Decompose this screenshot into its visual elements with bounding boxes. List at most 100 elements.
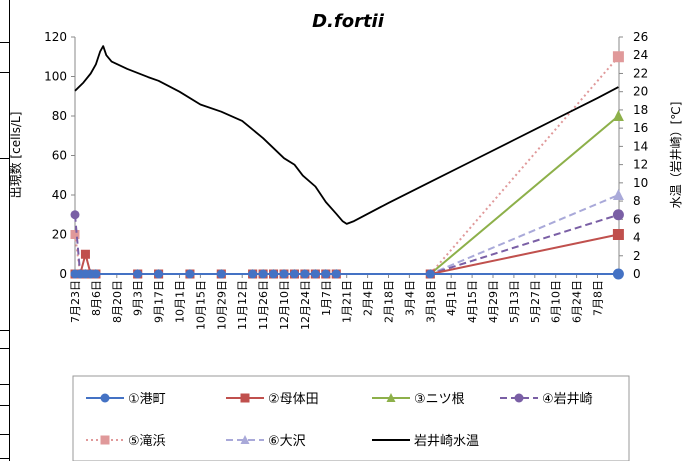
data-point (279, 269, 289, 279)
legend-item: ③ニツ根 (372, 392, 465, 407)
x-tick-label: 10月29日 (215, 280, 228, 330)
data-point (612, 268, 624, 280)
series-layer (70, 45, 624, 280)
right-tick-label: 2 (633, 249, 641, 263)
right-tick-label: 22 (633, 66, 648, 80)
right-tick-label: 4 (633, 231, 641, 245)
left-border-rule (0, 0, 10, 461)
legend-swatch-marker (100, 393, 110, 403)
x-tick-label: 7月23日 (69, 280, 82, 323)
data-point (612, 110, 624, 121)
data-point (258, 269, 268, 279)
border-dash (0, 158, 9, 159)
data-point (248, 269, 258, 279)
series-line (75, 194, 619, 275)
right-tick-label: 20 (633, 85, 648, 99)
right-tick-label: 26 (633, 30, 648, 44)
right-tick-label: 14 (633, 139, 648, 153)
series-1 (70, 268, 624, 280)
legend-swatch-marker (386, 392, 396, 403)
legend-item: ⑤滝浜 (86, 434, 166, 449)
legend-item: ①港町 (86, 392, 166, 407)
x-tick-label: 2月18日 (383, 280, 396, 323)
x-tick-label: 4月15日 (466, 280, 479, 323)
legend: ①港町 ②母体田 ③ニツ根 ④岩井崎 ⑤滝浜 ⑥大沢 岩井崎水温 (72, 375, 630, 462)
legend-item: ⑥大沢 (226, 434, 306, 449)
border-dash (0, 330, 9, 331)
x-tick-label: 8月20日 (111, 280, 124, 323)
series-5 (70, 51, 624, 279)
legend-swatch-marker (514, 393, 524, 403)
legend-label: 岩井崎水温 (414, 434, 479, 449)
left-tick-label: 40 (52, 188, 67, 202)
legend-item: ④岩井崎 (500, 392, 593, 407)
series-4 (70, 209, 624, 279)
right-tick-label: 10 (633, 176, 648, 190)
x-tick-label: 11月12日 (236, 280, 249, 330)
x-tick-label: 2月4日 (362, 280, 375, 316)
left-tick-label: 100 (44, 70, 67, 84)
right-tick-label: 24 (633, 48, 648, 62)
data-point (321, 269, 331, 279)
right-tick-label: 18 (633, 103, 648, 117)
data-point (70, 230, 80, 239)
left-tick-label: 60 (52, 149, 67, 163)
border-dash (0, 405, 9, 406)
data-point (300, 269, 310, 279)
data-point (612, 189, 624, 200)
x-tick-label: 9月3日 (132, 280, 145, 316)
data-point (612, 229, 624, 240)
legend-label: ②母体田 (268, 392, 319, 407)
legend-item: 岩井崎水温 (372, 434, 479, 449)
legend-swatch-marker (240, 434, 250, 445)
data-point (70, 210, 80, 220)
x-tick-label: 11月26日 (257, 280, 270, 330)
chart-title: D.fortii (312, 11, 385, 32)
data-point (310, 269, 320, 279)
x-tick-label: 4月29日 (487, 280, 500, 323)
x-tick-label: 5月13日 (508, 280, 521, 323)
series-7 (74, 45, 619, 225)
left-tick-label: 20 (52, 228, 67, 242)
x-tick-label: 12月24日 (299, 280, 312, 330)
x-tick-label: 10月15日 (194, 280, 207, 330)
data-point (133, 269, 143, 279)
border-dash (0, 434, 9, 435)
border-dash (0, 72, 9, 73)
data-point (331, 269, 341, 279)
border-dash (0, 458, 9, 459)
x-tick-label: 5月27日 (529, 280, 542, 323)
data-point (80, 249, 90, 259)
right-tick-label: 16 (633, 121, 648, 135)
data-point (425, 269, 435, 279)
legend-label: ①港町 (128, 392, 166, 407)
data-point (216, 269, 226, 279)
x-tick-label: 3月4日 (403, 280, 416, 316)
axes: 020406080100120024681012141618202224267月… (44, 30, 648, 330)
data-point (612, 209, 624, 221)
x-tick-label: 6月10日 (550, 280, 563, 323)
border-dash (0, 42, 9, 43)
data-point (612, 51, 624, 63)
legend-label: ⑥大沢 (268, 434, 306, 449)
legend-label: ④岩井崎 (542, 392, 593, 407)
x-tick-label: 9月17日 (153, 280, 166, 323)
legend-label: ⑤滝浜 (128, 434, 166, 449)
right-tick-label: 12 (633, 158, 648, 172)
right-tick-label: 8 (633, 194, 641, 208)
legend-swatch-marker (240, 393, 250, 403)
legend-swatch-marker (100, 435, 110, 445)
x-tick-label: 6月24日 (571, 280, 584, 323)
x-tick-label: 8月6日 (90, 280, 103, 316)
left-tick-label: 120 (44, 30, 67, 44)
data-point (289, 269, 299, 279)
x-tick-label: 4月1日 (445, 280, 458, 316)
border-dash (0, 348, 9, 349)
x-tick-label: 1月21日 (341, 280, 354, 323)
x-tick-label: 10月1日 (174, 280, 187, 323)
x-tick-label: 12月10日 (278, 280, 291, 330)
legend-item: ②母体田 (226, 392, 319, 407)
border-dash (0, 384, 9, 385)
